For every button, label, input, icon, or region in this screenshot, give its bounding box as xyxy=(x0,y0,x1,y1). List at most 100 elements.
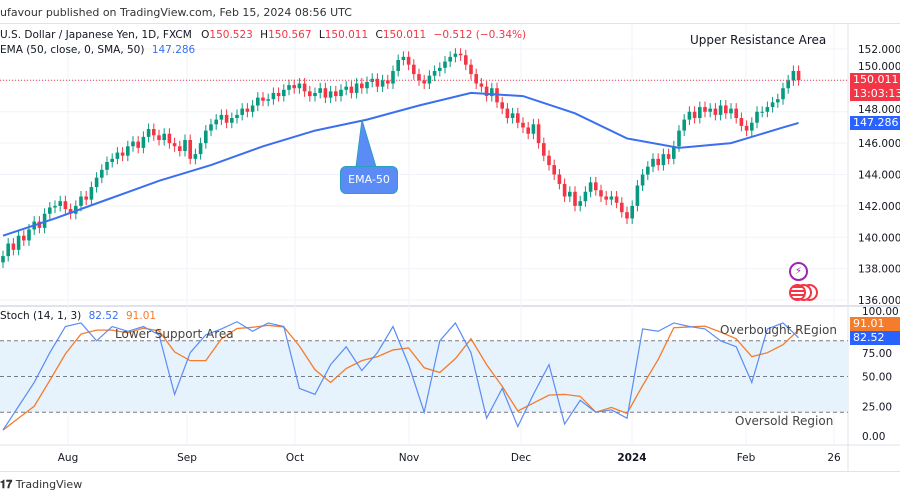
stoch-d-value: 91.01 xyxy=(126,310,157,322)
candle-body xyxy=(588,182,593,192)
candle-body xyxy=(302,83,307,92)
candle-body xyxy=(292,85,296,89)
candle-body xyxy=(53,205,57,208)
stoch-d-line xyxy=(2,324,800,431)
candle-body xyxy=(786,80,790,89)
candle-body xyxy=(464,55,468,65)
candle-body xyxy=(209,124,213,131)
candle-body xyxy=(204,130,208,144)
symbol-name[interactable]: U.S. Dollar / Japanese Yen, 1D, FXCM xyxy=(0,29,192,41)
candle-body xyxy=(542,143,546,156)
stoch-tick-label: 50.00 xyxy=(862,372,892,384)
candle-body xyxy=(224,114,229,123)
stoch-tick-label: 75.00 xyxy=(862,348,892,360)
candle-body xyxy=(141,136,146,148)
candle-body xyxy=(126,146,130,156)
candle-body xyxy=(646,166,650,175)
us-flag-event-icon[interactable] xyxy=(789,284,823,301)
ema-callout[interactable]: EMA-50 xyxy=(340,166,398,194)
candle-body xyxy=(27,229,31,241)
stoch-tick-label: 0.00 xyxy=(862,431,885,443)
close-label: C xyxy=(375,29,383,41)
candle-body xyxy=(469,64,473,75)
candle-body xyxy=(510,113,515,119)
header-divider xyxy=(0,23,900,24)
ema-value: 147.286 xyxy=(151,44,196,56)
candle-body xyxy=(230,118,234,123)
candle-body xyxy=(604,196,608,200)
candle-body xyxy=(484,86,489,97)
candle-body xyxy=(396,59,400,71)
candle-body xyxy=(84,196,88,200)
ema-legend[interactable]: EMA (50, close, 0, SMA, 50) 147.286 xyxy=(0,44,195,56)
tradingview-brand[interactable]: 𝟏𝟕 TradingView xyxy=(0,478,82,492)
price-tick-label: 142.000 xyxy=(858,201,900,213)
candle-body xyxy=(401,56,406,60)
time-tick-label: 2024 xyxy=(617,452,646,464)
candle-body xyxy=(557,174,562,184)
candle-body xyxy=(339,89,343,97)
candle-body xyxy=(656,158,660,166)
close-value: 150.011 xyxy=(382,29,427,41)
candle-body xyxy=(115,152,120,159)
candle-body xyxy=(406,56,411,65)
candle-body xyxy=(271,92,276,100)
candle-body xyxy=(219,114,224,120)
price-tick-label: 140.000 xyxy=(858,232,900,244)
candle-body xyxy=(261,97,265,101)
candle-body xyxy=(781,88,785,100)
symbol-legend: U.S. Dollar / Japanese Yen, 1D, FXCM O15… xyxy=(0,29,526,41)
stoch-k-line xyxy=(2,321,800,431)
candle-body xyxy=(692,111,697,119)
candle-body xyxy=(48,207,52,214)
candle-body xyxy=(583,191,588,202)
candle-body xyxy=(453,53,458,57)
low-label: L xyxy=(318,29,325,41)
stoch-label: Stoch (14, 1, 3) xyxy=(0,310,82,322)
candle-body xyxy=(422,80,426,84)
candle-body xyxy=(521,122,525,128)
candle-body xyxy=(661,154,666,166)
candle-body xyxy=(240,108,244,115)
stoch-tick-label: 25.00 xyxy=(862,401,892,413)
lightning-icon[interactable]: ⚡ xyxy=(789,262,808,281)
candle-body xyxy=(328,91,333,98)
candle-body xyxy=(22,235,26,241)
candle-body xyxy=(708,108,712,112)
candle-body xyxy=(193,154,198,159)
candle-body xyxy=(42,213,47,228)
candle-body xyxy=(568,191,572,197)
candle-body xyxy=(105,161,109,170)
candle-body xyxy=(1,256,5,263)
candle-body xyxy=(308,91,312,97)
stoch-legend[interactable]: Stoch (14, 1, 3) 82.52 91.01 xyxy=(0,310,156,323)
candle-body xyxy=(37,221,42,228)
candle-body xyxy=(58,201,62,206)
candle-body xyxy=(698,107,702,119)
high-label: H xyxy=(260,29,269,41)
candle-body xyxy=(146,129,151,137)
candle-body xyxy=(474,74,478,84)
candle-body xyxy=(157,135,161,141)
candle-body xyxy=(334,91,338,97)
candle-body xyxy=(16,235,21,250)
ema-price-tag: 147.286 xyxy=(850,116,900,130)
candle-body xyxy=(266,99,270,101)
time-tick-label: Sep xyxy=(177,452,197,464)
candle-body xyxy=(380,80,385,87)
candle-body xyxy=(630,205,634,219)
candle-body xyxy=(235,114,239,119)
candle-body xyxy=(531,124,536,134)
candle-body xyxy=(94,177,99,188)
candle-body xyxy=(791,70,796,81)
candle-body xyxy=(796,70,801,81)
candle-body xyxy=(526,127,530,134)
price-tick-label: 138.000 xyxy=(858,264,900,276)
candle-body xyxy=(770,102,775,108)
candle-body xyxy=(505,108,510,119)
candle-body xyxy=(500,102,504,109)
candle-body xyxy=(734,108,738,119)
candle-body xyxy=(547,155,551,166)
candle-body xyxy=(724,105,728,114)
